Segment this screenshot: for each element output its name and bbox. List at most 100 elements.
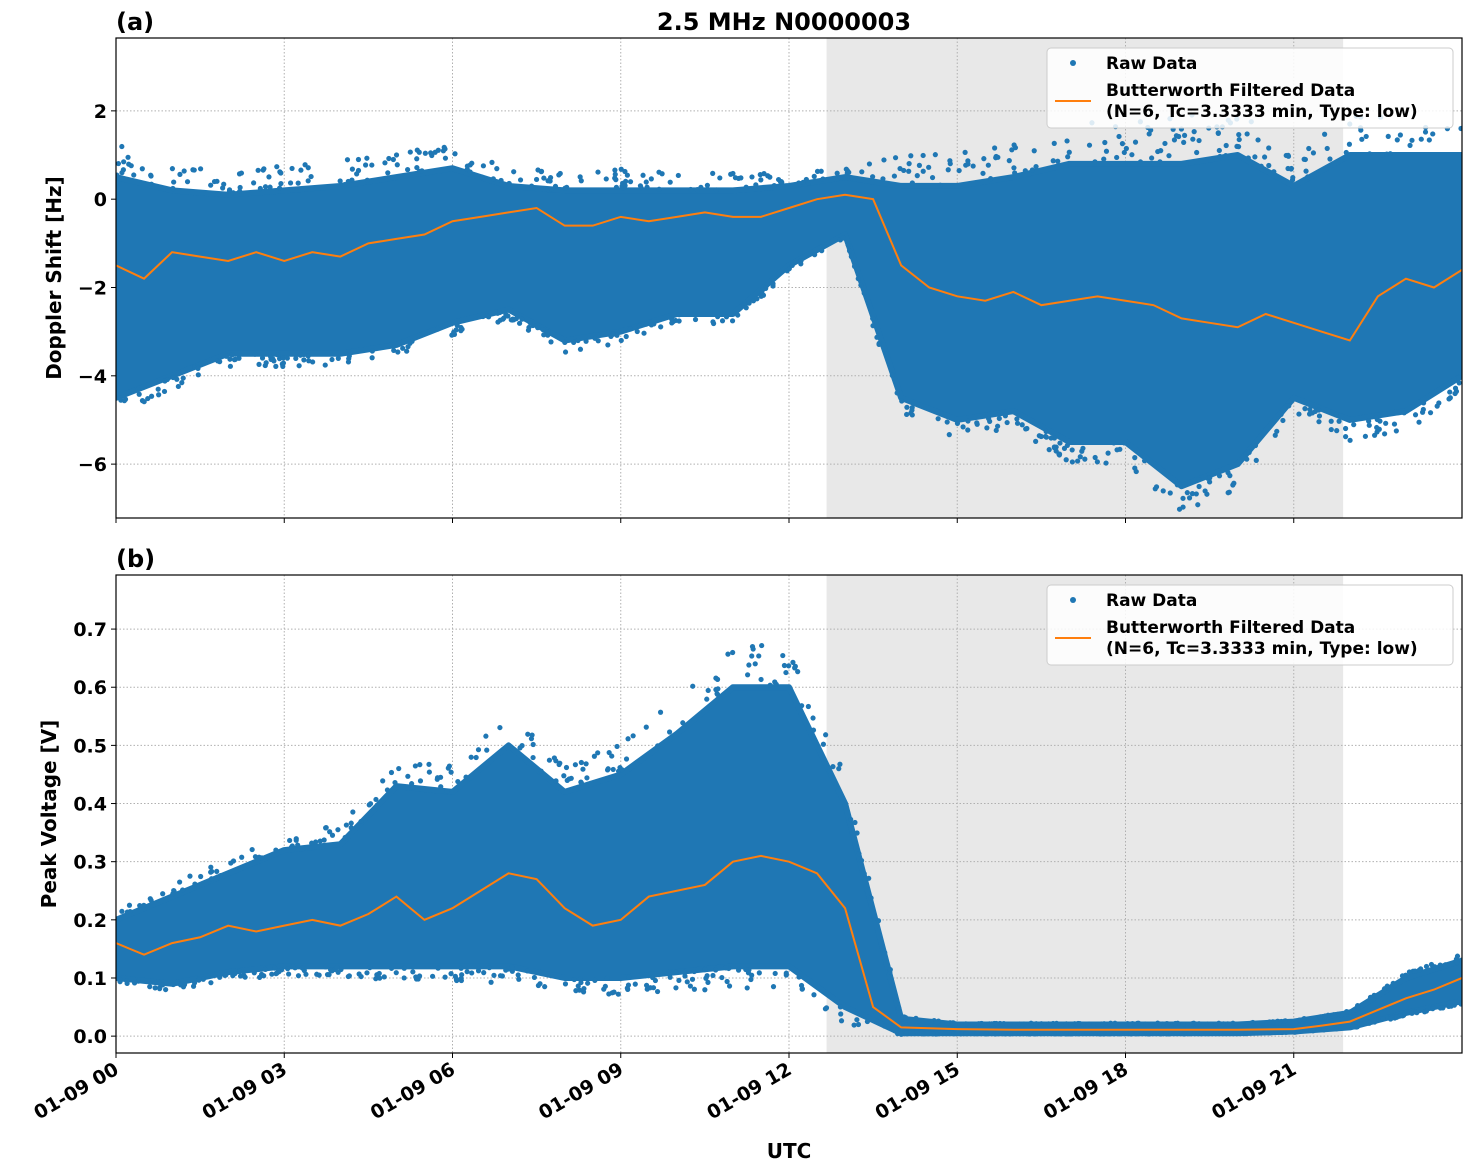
raw-data-point	[208, 182, 214, 188]
raw-data-point	[743, 184, 749, 190]
raw-data-point	[994, 1031, 1001, 1037]
raw-data-point	[1442, 962, 1449, 968]
raw-data-point	[335, 355, 341, 361]
raw-data-point	[529, 183, 535, 189]
raw-data-point	[652, 977, 659, 984]
raw-data-point	[278, 180, 284, 187]
raw-data-point	[393, 970, 399, 976]
raw-data-point	[1187, 1030, 1193, 1036]
raw-data-point	[578, 759, 584, 766]
raw-data-point	[497, 309, 503, 316]
raw-data-point	[116, 160, 122, 167]
raw-data-point	[1236, 136, 1242, 143]
raw-data-point	[1354, 1024, 1360, 1030]
raw-data-point	[754, 296, 760, 302]
raw-data-point	[267, 184, 273, 190]
raw-data-point	[944, 1020, 950, 1026]
raw-data-point	[369, 355, 375, 361]
raw-data-point	[1028, 1020, 1034, 1026]
raw-data-point	[1454, 959, 1460, 965]
raw-data-point	[269, 971, 275, 977]
raw-data-point	[1223, 142, 1229, 149]
raw-data-point	[735, 312, 741, 318]
raw-data-point	[329, 832, 336, 838]
raw-data-point	[1420, 400, 1427, 406]
legend-entry: Raw Data	[1106, 54, 1197, 74]
raw-data-point	[710, 972, 716, 979]
raw-data-point	[1412, 968, 1418, 974]
raw-data-point	[901, 167, 907, 174]
raw-data-point	[157, 986, 163, 992]
raw-data-point	[348, 820, 354, 826]
raw-data-point	[1279, 1029, 1285, 1035]
raw-data-point	[498, 177, 504, 184]
raw-data-point	[1092, 454, 1098, 461]
raw-data-point	[1406, 969, 1413, 975]
raw-data-point	[1316, 413, 1323, 419]
raw-data-point	[1009, 147, 1015, 153]
raw-data-point	[131, 980, 138, 986]
raw-data-point	[575, 337, 581, 344]
raw-data-point	[274, 164, 280, 170]
raw-data-point	[1051, 1031, 1057, 1037]
raw-data-point	[410, 784, 416, 790]
raw-data-point	[970, 163, 976, 169]
raw-data-point	[1272, 432, 1278, 438]
raw-data-point	[373, 976, 379, 982]
raw-data-point	[614, 743, 620, 750]
raw-data-point	[770, 281, 776, 287]
panel-a: 2 0 −2 −4 −6 (a) Doppler Shift [Hz] Raw Data But…	[42, 8, 1463, 523]
raw-data-point	[717, 175, 723, 181]
raw-data-point	[1004, 419, 1010, 426]
raw-data-point	[748, 976, 754, 983]
raw-data-point	[854, 830, 860, 836]
raw-data-point	[497, 724, 503, 731]
raw-data-point	[1458, 1001, 1462, 1007]
raw-data-point	[866, 161, 873, 167]
raw-data-point	[289, 165, 295, 172]
raw-data-point	[135, 386, 141, 393]
raw-data-point	[604, 767, 611, 773]
raw-data-point	[1322, 1013, 1328, 1019]
raw-data-point	[1362, 433, 1369, 439]
raw-data-point	[643, 724, 649, 730]
raw-data-point	[714, 676, 721, 682]
raw-data-point	[388, 965, 395, 971]
raw-data-point	[289, 843, 295, 849]
raw-data-point	[965, 427, 971, 433]
raw-data-point	[1194, 149, 1200, 156]
legend-entry: (N=6, Tc=3.3333 min, Type: low)	[1106, 639, 1418, 659]
raw-data-point	[221, 181, 227, 187]
raw-data-point	[227, 356, 233, 362]
raw-data-point	[198, 873, 204, 880]
raw-data-point	[358, 818, 364, 825]
raw-data-point	[702, 987, 708, 993]
raw-data-point	[799, 703, 805, 709]
raw-data-point	[838, 1018, 845, 1024]
raw-data-point	[285, 966, 291, 972]
raw-data-point	[503, 312, 509, 318]
raw-data-point	[601, 986, 607, 992]
raw-data-point	[1217, 1030, 1224, 1036]
raw-data-point	[669, 320, 675, 326]
x-tick-label: 01-09 21	[1208, 1058, 1300, 1124]
raw-data-point	[538, 768, 544, 774]
raw-data-point	[293, 837, 299, 843]
raw-data-point	[938, 411, 945, 417]
raw-data-point	[614, 332, 620, 338]
raw-data-point	[827, 768, 833, 774]
raw-data-point	[883, 351, 889, 357]
raw-data-point	[1051, 140, 1057, 146]
raw-data-point	[1191, 129, 1197, 135]
raw-data-point	[170, 891, 176, 897]
legend-entry: (N=6, Tc=3.3333 min, Type: low)	[1106, 102, 1418, 122]
y-axis-label: Doppler Shift [Hz]	[42, 176, 66, 380]
raw-data-point	[401, 965, 407, 971]
raw-data-point	[429, 152, 435, 159]
raw-data-point	[136, 391, 142, 397]
raw-data-point	[1171, 137, 1178, 143]
raw-data-point	[783, 669, 789, 676]
raw-data-point	[175, 383, 181, 390]
raw-data-point	[1416, 967, 1422, 973]
raw-data-point	[503, 967, 509, 973]
